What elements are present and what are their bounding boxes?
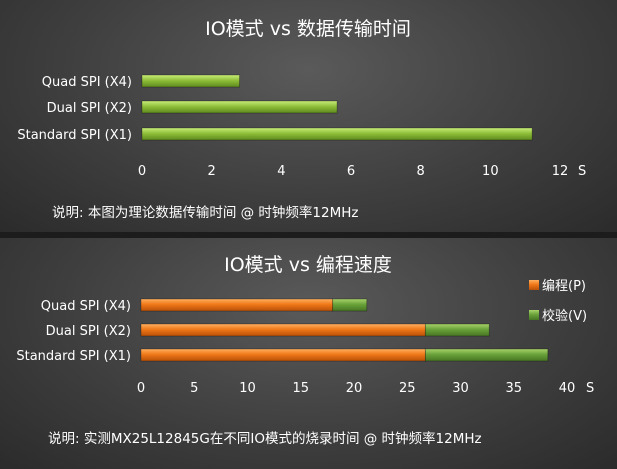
chart-title: IO模式 vs 编程速度 — [224, 254, 392, 276]
bar-value — [141, 127, 533, 141]
transfer-time-chart: IO模式 vs 数据传输时间 Quad SPI (X4) Dual SPI (X2… — [17, 18, 586, 221]
chart-panel-programming-speed: IO模式 vs 编程速度 Quad SPI (X4) Dual SPI (X2) S… — [0, 238, 617, 469]
panel-divider — [0, 232, 617, 238]
category-label: Dual SPI (X2) — [47, 101, 132, 116]
chart-title: IO模式 vs 数据传输时间 — [205, 18, 411, 40]
bar-series0 — [140, 298, 334, 312]
bar-series0 — [140, 348, 426, 362]
x-tick-label: 15 — [292, 381, 309, 396]
bar-series1 — [424, 323, 490, 337]
x-axis-unit: S — [578, 164, 586, 179]
x-tick-label: 12 — [552, 164, 569, 179]
legend: 编程(P) 校验(V) — [529, 279, 587, 324]
x-tick-label: 8 — [417, 164, 425, 179]
category-label: Quad SPI (X4) — [41, 299, 131, 314]
x-tick-label: 0 — [137, 381, 145, 396]
bar-series1 — [332, 298, 368, 312]
category-label: Dual SPI (X2) — [46, 324, 131, 339]
x-tick-label: 10 — [482, 164, 499, 179]
x-tick-label: 2 — [208, 164, 216, 179]
category-label: Quad SPI (X4) — [42, 75, 132, 90]
bar-value — [141, 74, 240, 88]
legend-label-verify: 校验(V) — [542, 308, 587, 324]
chart-note: 说明: 本图为理论数据传输时间 @ 时钟频率12MHz — [52, 204, 359, 221]
x-tick-label: 35 — [505, 381, 522, 396]
x-tick-label: 6 — [347, 164, 355, 179]
x-tick-label: 0 — [138, 164, 146, 179]
chart-panel-transfer-time: IO模式 vs 数据传输时间 Quad SPI (X4) Dual SPI (X2… — [0, 0, 617, 232]
category-label: Standard SPI (X1) — [17, 128, 132, 143]
legend-swatch-verify — [529, 310, 539, 320]
x-tick-label: 10 — [239, 381, 256, 396]
bar-series0 — [140, 323, 426, 337]
x-tick-label: 30 — [452, 381, 469, 396]
bar-value — [141, 100, 338, 114]
legend-label-program: 编程(P) — [542, 279, 586, 294]
chart-note: 说明: 实测MX25L12845G在不同IO模式的烧录时间 @ 时钟频率12MH… — [48, 430, 482, 447]
legend-swatch-program — [529, 280, 539, 290]
bar-series1 — [424, 348, 549, 362]
category-label: Standard SPI (X1) — [16, 349, 131, 364]
x-tick-label: 5 — [190, 381, 198, 396]
x-tick-label: 25 — [399, 381, 416, 396]
x-tick-label: 20 — [346, 381, 363, 396]
x-axis-unit: S — [586, 381, 594, 396]
programming-speed-chart: IO模式 vs 编程速度 Quad SPI (X4) Dual SPI (X2) S… — [16, 254, 594, 447]
x-tick-label: 40 — [559, 381, 576, 396]
x-tick-label: 4 — [277, 164, 285, 179]
